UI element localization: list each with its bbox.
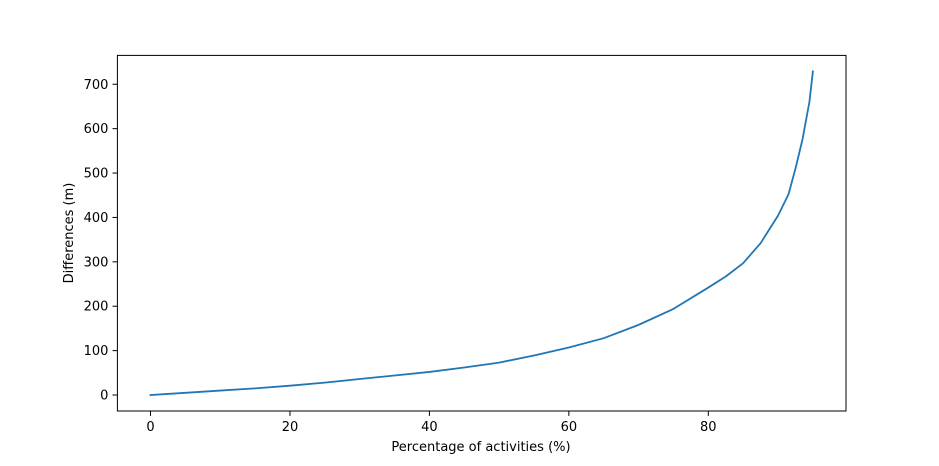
y-tick-label: 400 <box>84 211 109 226</box>
y-tick-label: 500 <box>84 167 109 182</box>
y-axis-label: Differences (m) <box>62 183 77 284</box>
axes: 0 20 40 60 80 0 100 200 300 400 500 600 700 <box>84 78 717 435</box>
series-layer <box>149 70 814 396</box>
y-tick-label: 200 <box>84 300 109 315</box>
series-line <box>149 70 814 396</box>
x-tick-label: 60 <box>561 420 578 435</box>
x-tick-label: 80 <box>700 420 717 435</box>
y-tick-label: 100 <box>84 344 109 359</box>
y-tick-label: 0 <box>100 389 108 404</box>
y-tick-label: 600 <box>84 122 109 137</box>
y-tick-label: 300 <box>84 255 109 270</box>
x-tick-label: 40 <box>421 420 438 435</box>
x-tick-label: 20 <box>282 420 299 435</box>
x-axis-label: Percentage of activities (%) <box>391 440 570 455</box>
plot-frame <box>116 54 847 412</box>
y-tick-label: 700 <box>84 78 109 93</box>
x-tick-label: 0 <box>146 420 154 435</box>
